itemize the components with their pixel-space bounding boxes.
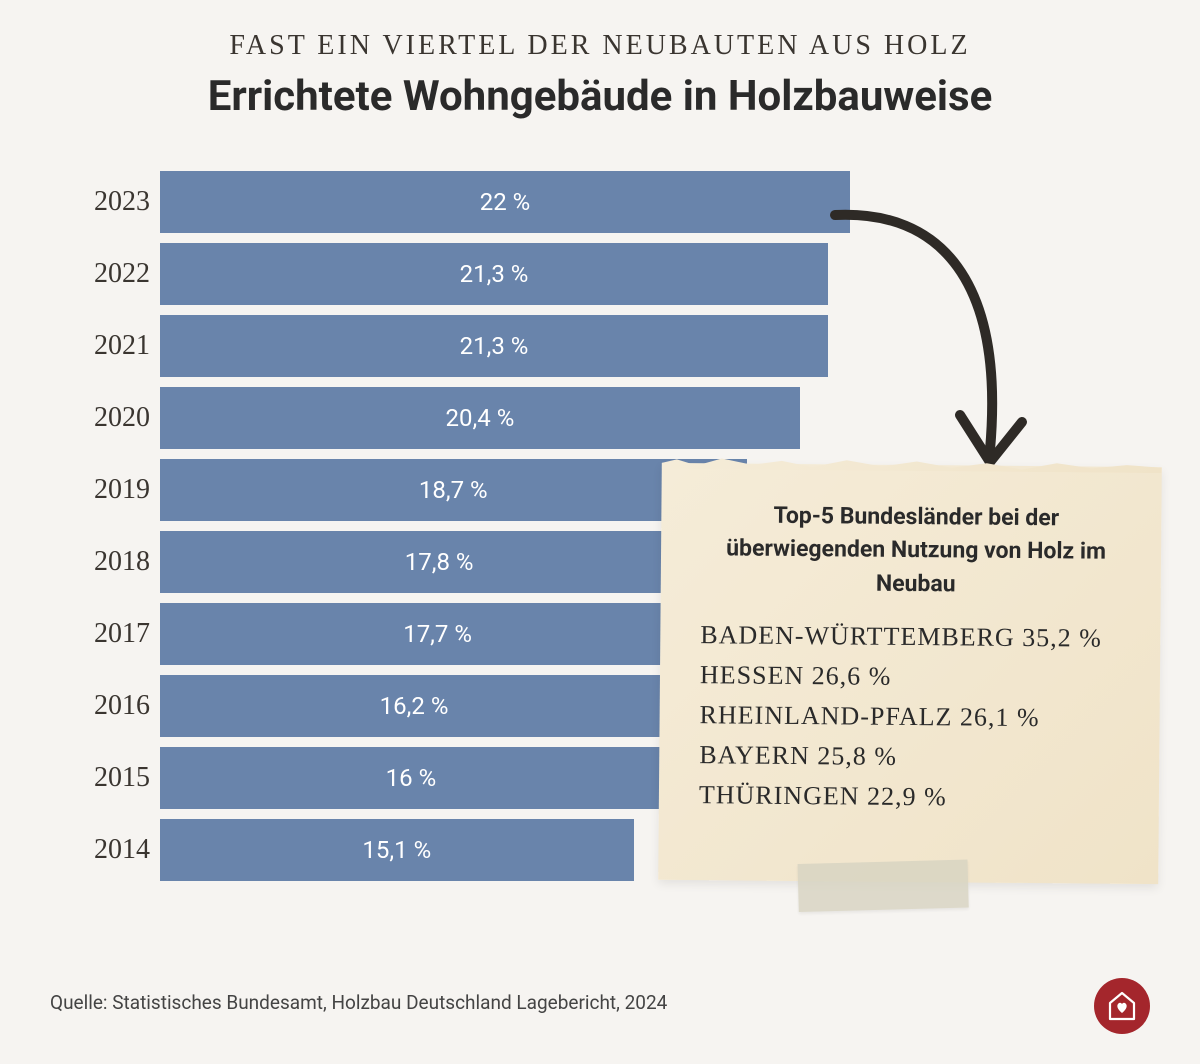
year-label: 2014 (70, 834, 150, 866)
bar-track: 20,4 % (160, 387, 1150, 449)
note-item: THÜRINGEN 22,9 % (699, 780, 1129, 814)
note-item: RHEINLAND-PFALZ 26,1 % (699, 700, 1129, 734)
bar: 17,7 % (160, 603, 715, 665)
subtitle: FAST EIN VIERTEL DER NEUBAUTEN AUS HOLZ (50, 30, 1150, 62)
bar: 21,3 % (160, 243, 828, 305)
bar: 16,2 % (160, 675, 668, 737)
bar-row: 2020 20,4 % (70, 387, 1150, 449)
bar-track: 21,3 % (160, 243, 1150, 305)
source-citation: Quelle: Statistisches Bundesamt, Holzbau… (50, 991, 667, 1014)
year-label: 2018 (70, 546, 150, 578)
bar-row: 2021 21,3 % (70, 315, 1150, 377)
tape-decoration (798, 860, 969, 912)
bar: 18,7 % (160, 459, 747, 521)
year-label: 2021 (70, 330, 150, 362)
bar-row: 2022 21,3 % (70, 243, 1150, 305)
bar: 20,4 % (160, 387, 800, 449)
bar-row: 2023 22 % (70, 171, 1150, 233)
bar-track: 21,3 % (160, 315, 1150, 377)
year-label: 2015 (70, 762, 150, 794)
infographic-container: FAST EIN VIERTEL DER NEUBAUTEN AUS HOLZ … (0, 0, 1200, 1064)
bar: 21,3 % (160, 315, 828, 377)
brand-logo-icon (1094, 978, 1150, 1034)
bar: 17,8 % (160, 531, 718, 593)
note-item: BADEN-WÜRTTEMBERG 35,2 % (700, 620, 1130, 654)
main-title: Errichtete Wohngebäude in Holzbauweise (50, 72, 1150, 121)
bar: 22 % (160, 171, 850, 233)
sticky-note: Top-5 Bundesländer bei der überwiegenden… (658, 463, 1162, 884)
year-label: 2023 (70, 186, 150, 218)
note-title: Top-5 Bundesländer bei der überwiegenden… (701, 498, 1132, 602)
year-label: 2020 (70, 402, 150, 434)
year-label: 2019 (70, 474, 150, 506)
note-item: BAYERN 25,8 % (699, 740, 1129, 774)
bar-track: 22 % (160, 171, 1150, 233)
year-label: 2017 (70, 618, 150, 650)
year-label: 2016 (70, 690, 150, 722)
note-item: HESSEN 26,6 % (700, 660, 1130, 694)
note-item-list: BADEN-WÜRTTEMBERG 35,2 % HESSEN 26,6 % RHE… (699, 620, 1131, 814)
bar: 16 % (160, 747, 662, 809)
bar: 15,1 % (160, 819, 634, 881)
year-label: 2022 (70, 258, 150, 290)
